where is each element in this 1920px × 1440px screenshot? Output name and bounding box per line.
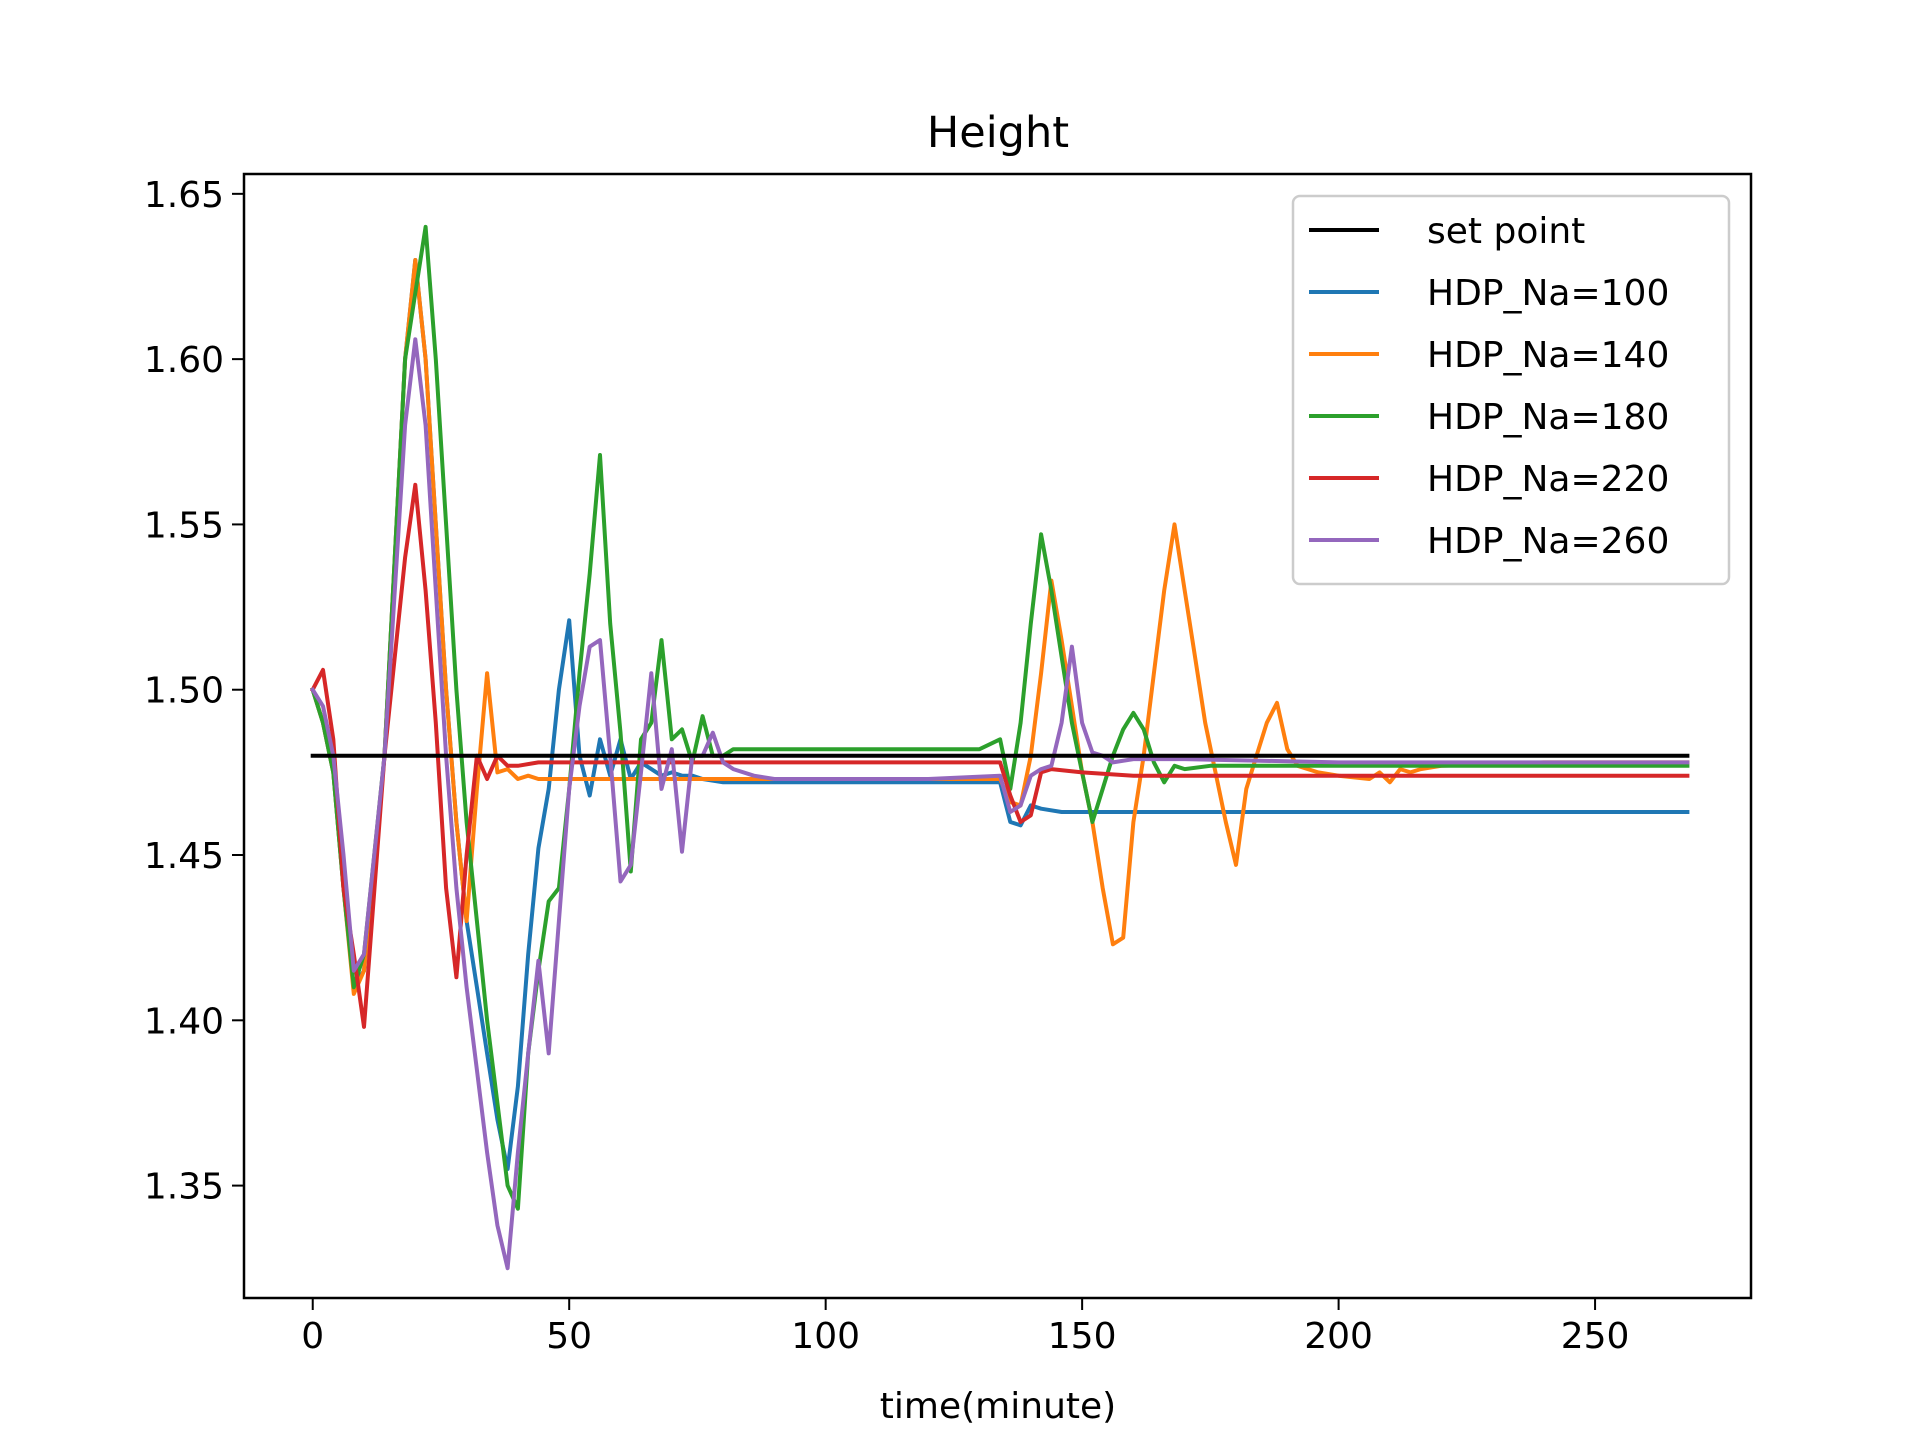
y-tick-label: 1.45 (144, 836, 224, 877)
chart-title: Height (927, 108, 1069, 158)
legend-label: HDP_Na=260 (1427, 521, 1669, 562)
x-tick-label: 50 (546, 1316, 592, 1357)
y-axis-ticks: 1.35 1.40 1.45 1.50 1.55 1.60 1.65 (144, 175, 244, 1208)
x-axis-ticks: 0 50 100 150 200 250 (301, 1298, 1629, 1357)
x-tick-label: 150 (1048, 1316, 1117, 1357)
x-tick-label: 250 (1561, 1316, 1630, 1357)
y-tick-label: 1.65 (144, 175, 224, 216)
y-tick-label: 1.55 (144, 505, 224, 546)
legend-label: HDP_Na=220 (1427, 459, 1669, 500)
series-line-3 (310, 224, 1690, 1211)
x-axis-title: time(minute) (880, 1386, 1116, 1427)
legend: set point HDP_Na=100 HDP_Na=140 HDP_Na=180 H… (1291, 194, 1731, 586)
y-tick-label: 1.60 (144, 340, 224, 381)
legend-label: HDP_Na=140 (1427, 335, 1669, 376)
legend-box (1291, 194, 1731, 586)
y-tick-label: 1.40 (144, 1001, 224, 1042)
series-line-5 (309, 337, 1690, 1271)
x-tick-label: 200 (1304, 1316, 1373, 1357)
legend-label: HDP_Na=100 (1427, 273, 1669, 314)
plot-frame (242, 172, 1753, 1300)
x-tick-label: 0 (301, 1316, 324, 1357)
y-tick-label: 1.50 (144, 671, 224, 712)
legend-label: HDP_Na=180 (1427, 397, 1669, 438)
series-layer (309, 224, 1690, 1271)
y-tick-label: 1.35 (144, 1167, 224, 1208)
legend-label: set point (1427, 211, 1585, 252)
x-tick-label: 100 (791, 1316, 860, 1357)
